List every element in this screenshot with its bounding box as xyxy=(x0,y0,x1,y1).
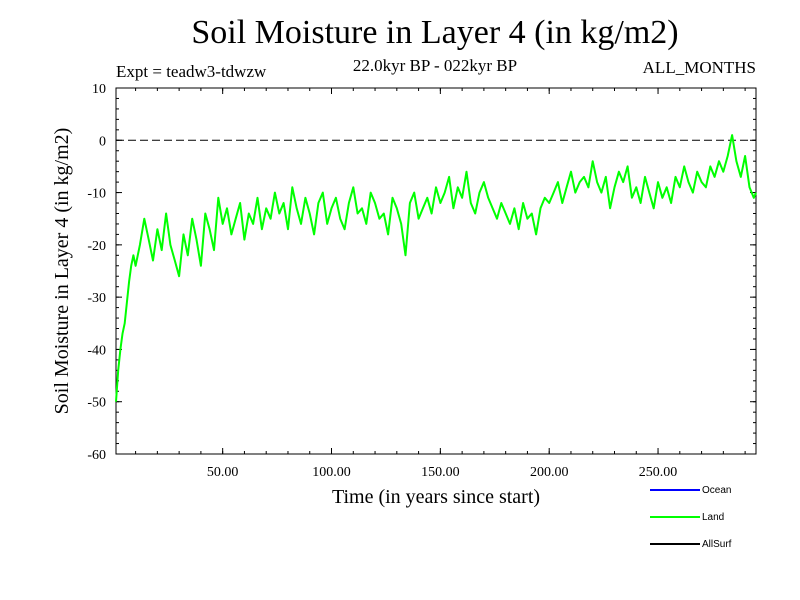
chart-subtitle: 22.0kyr BP - 022kyr BP xyxy=(352,56,518,75)
y-tick-label: -10 xyxy=(87,187,106,202)
plot-frame xyxy=(115,87,757,455)
y-tick-label: -30 xyxy=(87,291,106,306)
legend: Ocean Land AllSurf xyxy=(650,485,732,550)
y-tick-label: -50 xyxy=(87,396,106,411)
experiment-label: Expt = teadw3-tdwzw xyxy=(116,62,267,81)
x-tick-label: 150.00 xyxy=(421,465,460,480)
chart-title: Soil Moisture in Layer 4 (in kg/m2) xyxy=(191,14,679,51)
legend-label-land: Land xyxy=(702,512,724,523)
y-tick-label: 10 xyxy=(92,82,106,97)
y-axis-title: Soil Moisture in Layer 4 (in kg/m2) xyxy=(51,128,73,415)
series-layer xyxy=(115,134,757,402)
y-tick-label: -40 xyxy=(87,343,106,358)
x-tick-label: 250.00 xyxy=(639,465,678,480)
x-axis: 50.00 100.00 150.00 200.00 250.00 xyxy=(135,88,746,480)
series-line-land xyxy=(115,134,757,402)
y-tick-label: -60 xyxy=(87,448,106,463)
y-axis: 10 0 -10 -20 -30 -40 -50 -60 xyxy=(87,82,756,463)
x-axis-title: Time (in years since start) xyxy=(332,486,540,508)
y-tick-label: -20 xyxy=(87,239,106,254)
months-label: ALL_MONTHS xyxy=(642,58,756,77)
legend-label-ocean: Ocean xyxy=(702,485,731,496)
x-tick-label: 50.00 xyxy=(207,465,239,480)
y-tick-label: 0 xyxy=(99,134,106,149)
x-tick-label: 100.00 xyxy=(312,465,351,480)
x-tick-label: 200.00 xyxy=(530,465,569,480)
legend-label-allsurf: AllSurf xyxy=(702,539,732,550)
